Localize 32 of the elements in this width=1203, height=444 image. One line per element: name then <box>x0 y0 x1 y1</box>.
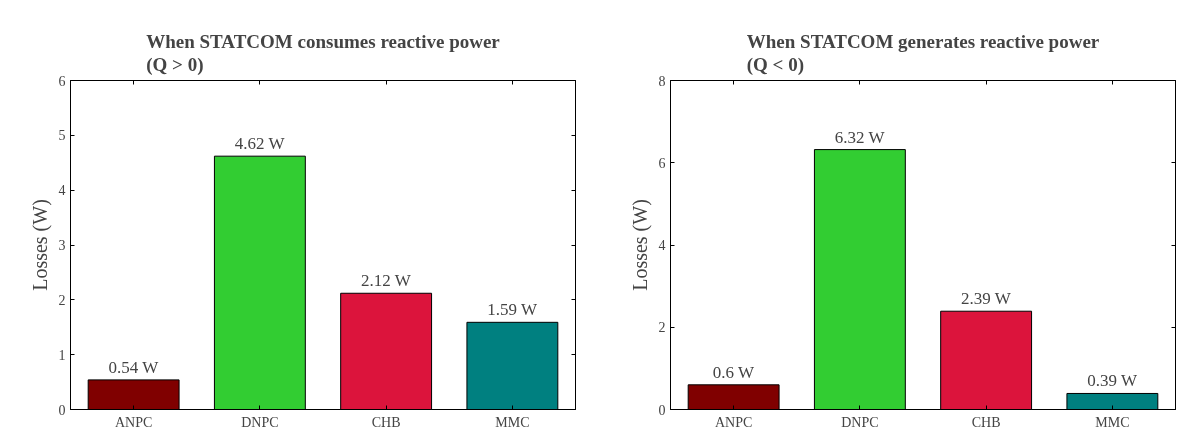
x-tick-label: ANPC <box>714 414 753 430</box>
y-tick-label: 6 <box>58 73 66 89</box>
data-label: 0.39 W <box>1087 371 1139 391</box>
chart-title: When STATCOM consumes reactive power (Q > 0) <box>146 31 501 77</box>
chart-title: When STATCOM generates reactive power (Q < 0) <box>746 31 1100 77</box>
y-tick-label: 3 <box>58 238 66 253</box>
y-axis-title: Losses (W) <box>628 199 652 291</box>
x-tick-label: CHB <box>371 414 401 430</box>
y-tick-label: 1 <box>58 347 66 363</box>
data-label: 0.54 W <box>108 357 160 377</box>
y-tick-label: 0 <box>58 402 66 418</box>
x-tick-label: MMC <box>495 414 530 430</box>
y-tick-label: 2 <box>58 292 66 308</box>
data-label: 6.32 W <box>834 127 886 147</box>
data-label: 2.39 W <box>961 289 1012 309</box>
x-tick-label: CHB <box>971 414 1001 430</box>
data-label: 0.6 W <box>712 362 756 382</box>
data-label: 1.59 W <box>487 300 539 320</box>
x-tick-label: MMC <box>1095 414 1130 430</box>
y-tick-label: 6 <box>658 155 666 171</box>
y-tick-label: 5 <box>58 128 66 144</box>
y-tick-label: 8 <box>658 73 666 89</box>
x-tick-label: DNPC <box>241 414 279 430</box>
y-tick-label: 0 <box>658 402 666 418</box>
data-label: 2.12 W <box>361 271 412 291</box>
y-tick-label: 4 <box>58 183 66 199</box>
y-axis-title: Losses (W) <box>28 199 52 291</box>
y-tick-label: 4 <box>658 238 666 253</box>
data-label: 4.62 W <box>234 134 286 154</box>
x-tick-label: DNPC <box>841 414 879 430</box>
y-tick-label: 2 <box>658 320 666 336</box>
x-tick-label: ANPC <box>114 414 153 430</box>
